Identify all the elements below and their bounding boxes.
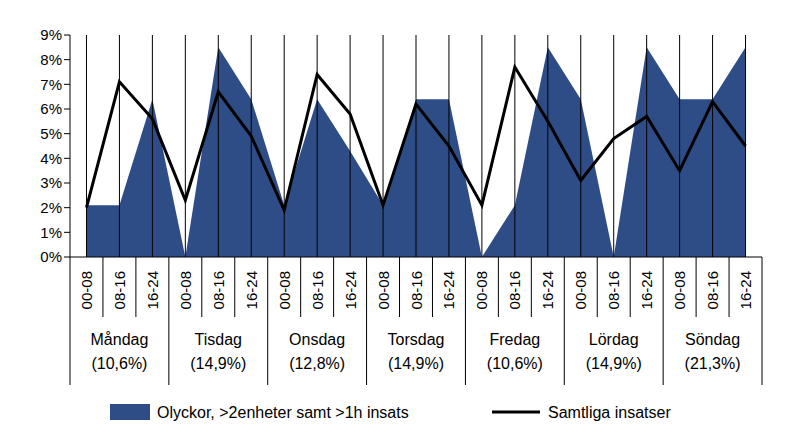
svg-text:8%: 8% <box>40 51 62 68</box>
svg-text:4%: 4% <box>40 150 62 167</box>
svg-text:16-24: 16-24 <box>539 271 556 309</box>
svg-text:7%: 7% <box>40 76 62 93</box>
svg-text:08-16: 08-16 <box>408 271 425 309</box>
svg-text:08-16: 08-16 <box>111 271 128 309</box>
svg-text:00-08: 00-08 <box>276 271 293 309</box>
svg-text:16-24: 16-24 <box>440 271 457 309</box>
svg-text:Fredag: Fredag <box>490 331 541 348</box>
svg-text:(14,9%): (14,9%) <box>586 355 642 372</box>
svg-text:Torsdag: Torsdag <box>388 331 445 348</box>
svg-text:(14,9%): (14,9%) <box>190 355 246 372</box>
svg-text:(10,6%): (10,6%) <box>487 355 543 372</box>
svg-text:08-16: 08-16 <box>506 271 523 309</box>
svg-text:Onsdag: Onsdag <box>289 331 345 348</box>
svg-text:(14,9%): (14,9%) <box>388 355 444 372</box>
svg-text:08-16: 08-16 <box>309 271 326 309</box>
svg-text:16-24: 16-24 <box>737 271 754 309</box>
svg-text:00-08: 00-08 <box>572 271 589 309</box>
svg-text:(10,6%): (10,6%) <box>91 355 147 372</box>
svg-text:16-24: 16-24 <box>638 271 655 309</box>
svg-text:16-24: 16-24 <box>243 271 260 309</box>
svg-text:00-08: 00-08 <box>473 271 490 309</box>
svg-text:Olyckor, >2enheter samt >1h in: Olyckor, >2enheter samt >1h insats <box>157 404 409 421</box>
svg-text:(21,3%): (21,3%) <box>685 355 741 372</box>
svg-text:08-16: 08-16 <box>605 271 622 309</box>
svg-text:3%: 3% <box>40 174 62 191</box>
svg-text:00-08: 00-08 <box>78 271 95 309</box>
svg-text:Söndag: Söndag <box>685 331 740 348</box>
svg-text:00-08: 00-08 <box>177 271 194 309</box>
svg-text:Lördag: Lördag <box>589 331 639 348</box>
svg-text:Samtliga insatser: Samtliga insatser <box>548 404 671 421</box>
svg-text:Tisdag: Tisdag <box>195 331 242 348</box>
svg-text:00-08: 00-08 <box>671 271 688 309</box>
svg-text:08-16: 08-16 <box>704 271 721 309</box>
svg-text:00-08: 00-08 <box>375 271 392 309</box>
svg-text:6%: 6% <box>40 100 62 117</box>
svg-text:08-16: 08-16 <box>210 271 227 309</box>
svg-text:16-24: 16-24 <box>342 271 359 309</box>
svg-text:16-24: 16-24 <box>144 271 161 309</box>
svg-text:0%: 0% <box>40 248 62 265</box>
svg-text:9%: 9% <box>40 26 62 43</box>
svg-text:5%: 5% <box>40 125 62 142</box>
svg-text:Måndag: Måndag <box>91 331 149 348</box>
svg-text:2%: 2% <box>40 199 62 216</box>
svg-text:(12,8%): (12,8%) <box>289 355 345 372</box>
svg-text:1%: 1% <box>40 224 62 241</box>
